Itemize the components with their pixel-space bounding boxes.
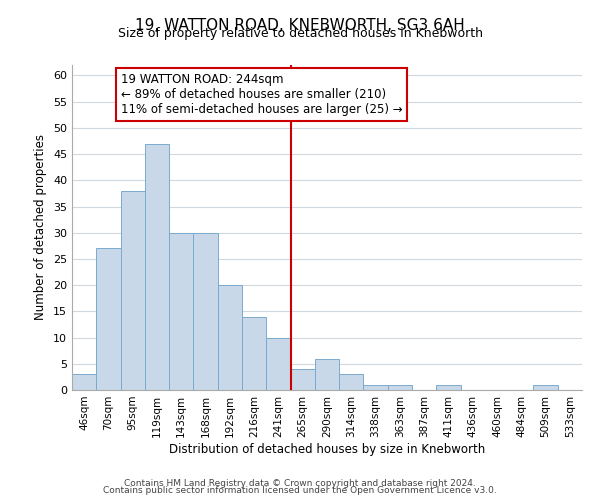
Bar xyxy=(96,248,121,390)
Bar xyxy=(388,385,412,390)
Bar xyxy=(290,369,315,390)
Bar xyxy=(436,385,461,390)
Bar xyxy=(533,385,558,390)
Text: Size of property relative to detached houses in Knebworth: Size of property relative to detached ho… xyxy=(118,28,482,40)
Text: Contains public sector information licensed under the Open Government Licence v3: Contains public sector information licen… xyxy=(103,486,497,495)
Bar xyxy=(364,385,388,390)
Bar xyxy=(315,358,339,390)
Bar xyxy=(72,374,96,390)
Text: Contains HM Land Registry data © Crown copyright and database right 2024.: Contains HM Land Registry data © Crown c… xyxy=(124,478,476,488)
Bar xyxy=(242,316,266,390)
Bar xyxy=(193,232,218,390)
Bar xyxy=(145,144,169,390)
Text: 19 WATTON ROAD: 244sqm
← 89% of detached houses are smaller (210)
11% of semi-de: 19 WATTON ROAD: 244sqm ← 89% of detached… xyxy=(121,73,402,116)
Bar xyxy=(339,374,364,390)
X-axis label: Distribution of detached houses by size in Knebworth: Distribution of detached houses by size … xyxy=(169,442,485,456)
Y-axis label: Number of detached properties: Number of detached properties xyxy=(34,134,47,320)
Bar xyxy=(169,232,193,390)
Bar xyxy=(266,338,290,390)
Bar xyxy=(121,191,145,390)
Text: 19, WATTON ROAD, KNEBWORTH, SG3 6AH: 19, WATTON ROAD, KNEBWORTH, SG3 6AH xyxy=(135,18,465,32)
Bar xyxy=(218,285,242,390)
